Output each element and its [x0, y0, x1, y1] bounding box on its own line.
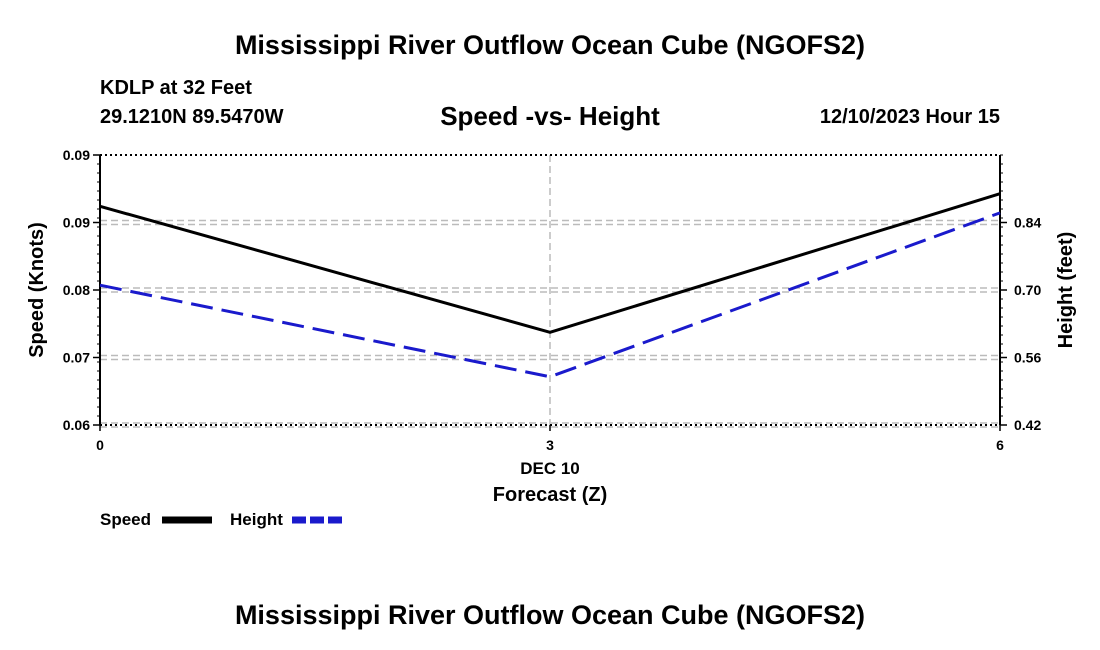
series-line-speed	[99, 192, 1001, 334]
x-axis-date-label: DEC 10	[520, 459, 580, 478]
y-axis-left-tick-label: 0.06	[63, 417, 90, 433]
series-line-height	[99, 211, 1001, 379]
forecast-datetime: 12/10/2023 Hour 15	[819, 106, 1000, 128]
x-axis-tick-label: 0	[96, 437, 104, 453]
second-chart-title: Mississippi River Outflow Ocean Cube (NG…	[234, 600, 866, 630]
legend-label-height: Height	[230, 510, 283, 529]
y-axis-right-tick-label: 0.70	[1014, 282, 1041, 298]
y-axis-left-tick-label: 0.08	[63, 282, 90, 298]
y-axis-right-tick-label: 0.84	[1014, 215, 1041, 231]
y-axis-right-label: Height (feet)	[1055, 232, 1077, 349]
y-axis-right-tick-label: 0.42	[1014, 417, 1041, 433]
x-axis-label: Forecast (Z)	[493, 484, 607, 506]
coordinates-label: 29.1210N 89.5470W	[100, 106, 284, 128]
legend-label-speed: Speed	[100, 510, 151, 529]
y-axis-left-tick-label: 0.07	[63, 350, 90, 366]
y-axis-left-label: Speed (Knots)	[26, 222, 48, 358]
x-axis-tick-label: 3	[546, 437, 554, 453]
chart-subtitle: Speed -vs- Height	[440, 101, 660, 131]
chart-title: Mississippi River Outflow Ocean Cube (NG…	[234, 30, 866, 60]
y-axis-left-tick-label: 0.09	[63, 215, 90, 231]
y-axis-left-tick-label: 0.09	[63, 147, 90, 163]
x-axis-tick-label: 6	[996, 437, 1004, 453]
y-axis-right-tick-label: 0.56	[1014, 350, 1041, 366]
station-label: KDLP at 32 Feet	[100, 77, 252, 99]
